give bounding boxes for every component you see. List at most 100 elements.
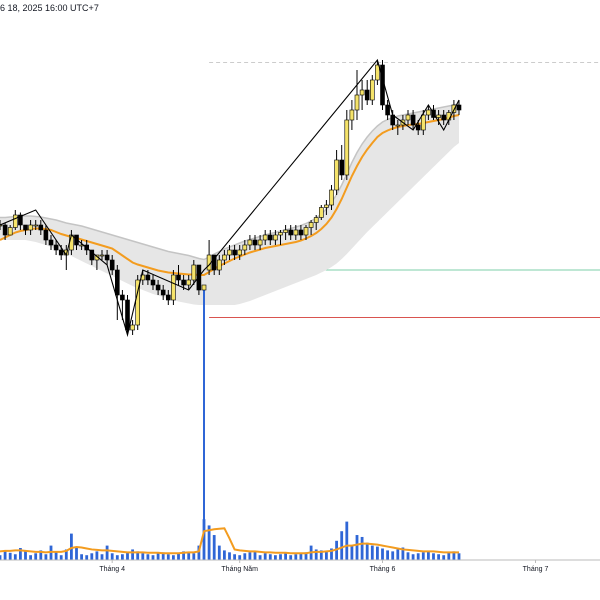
candle-body	[176, 274, 181, 281]
volume-bar	[442, 555, 446, 560]
volume-bar	[19, 548, 22, 560]
volume-bars	[0, 519, 461, 560]
volume-bar	[258, 555, 262, 560]
candle-body	[160, 289, 166, 296]
volume-bar	[166, 554, 170, 560]
candle-body	[456, 104, 462, 111]
volume-bar	[187, 552, 191, 560]
candle-body	[166, 294, 171, 301]
volume-bar	[146, 554, 150, 560]
candle-body	[354, 94, 360, 111]
candle-body	[252, 239, 258, 246]
volume-bar	[304, 552, 308, 560]
candle-body	[364, 89, 370, 101]
candle-body	[43, 229, 49, 241]
candle-body	[318, 207, 324, 218]
candle-body	[104, 254, 110, 261]
candle-body	[329, 189, 334, 206]
candle-body	[242, 244, 248, 251]
candle-body	[145, 274, 151, 281]
candle-body	[303, 227, 309, 236]
volume-bar	[391, 551, 395, 560]
volume-bar	[161, 552, 165, 560]
candle-body	[48, 239, 54, 246]
candle-body	[278, 232, 283, 236]
candle-body	[339, 159, 345, 176]
volume-bar	[274, 555, 277, 560]
volume-bar	[411, 554, 415, 560]
candle-body	[191, 264, 197, 281]
volume-bar	[182, 551, 185, 560]
volume-bar	[110, 553, 114, 560]
volume-bar	[105, 545, 109, 560]
volume-bar	[319, 550, 323, 560]
candle-body	[415, 124, 421, 131]
volume-bar	[243, 553, 247, 560]
volume-bar	[29, 555, 32, 560]
volume-bar	[95, 551, 99, 560]
candle-body	[222, 254, 227, 261]
candle-body	[99, 254, 105, 257]
candle-body	[130, 324, 135, 331]
volume-bar	[44, 554, 48, 560]
volume-bar	[131, 549, 134, 560]
volume-bar	[192, 553, 196, 560]
candle-body	[0, 224, 3, 227]
volume-bar	[447, 552, 451, 560]
candle-body	[211, 254, 217, 271]
volume-bar	[8, 552, 12, 560]
candle-body	[451, 104, 457, 113]
volume-bar	[172, 555, 175, 560]
candle-body	[308, 222, 314, 228]
volume-bar	[34, 553, 38, 560]
volume-bar	[59, 555, 63, 560]
x-axis-ticks: Tháng 4 Tháng Năm Tháng 6 Tháng 7	[99, 560, 548, 573]
volume-bar	[432, 553, 435, 560]
volume-bar	[365, 542, 369, 560]
candlesticks	[0, 60, 462, 535]
x-tick-label: Tháng 7	[523, 566, 549, 573]
candle-body	[349, 109, 355, 121]
volume-bar	[452, 551, 456, 560]
volume-bar	[416, 553, 420, 560]
volume-bar	[340, 531, 344, 560]
volume-bar	[263, 553, 267, 560]
candle-body	[53, 244, 59, 251]
volume-bar	[406, 552, 410, 560]
candle-body	[181, 279, 186, 286]
candle-body	[7, 227, 13, 236]
volume-bar	[437, 554, 440, 560]
volume-bar	[64, 549, 68, 560]
zigzag-line	[0, 58, 460, 338]
volume-bar	[13, 554, 17, 560]
volume-bar	[268, 554, 272, 560]
candle-body	[109, 259, 115, 271]
volume-bar	[177, 553, 180, 560]
candle-body	[186, 279, 191, 286]
volume-bar	[126, 552, 129, 560]
volume-bar	[100, 554, 104, 560]
candle-body	[267, 234, 273, 241]
volume-bar	[24, 551, 27, 560]
candle-body	[344, 119, 350, 176]
candle-body	[262, 234, 268, 241]
volume-bar	[136, 551, 140, 560]
candle-body	[395, 124, 401, 127]
candle-body	[298, 229, 304, 236]
candle-body	[115, 269, 120, 296]
volume-bar	[345, 521, 349, 560]
volume-bar	[386, 550, 389, 560]
volume-bar	[314, 549, 318, 560]
candle-body	[120, 294, 125, 301]
volume-bar	[233, 554, 236, 560]
candle-body	[426, 109, 431, 116]
volume-bar	[217, 545, 221, 560]
volume-bar	[228, 552, 231, 560]
candle-body	[171, 274, 176, 301]
volume-bar	[284, 553, 287, 560]
x-tick-label: Tháng Năm	[221, 566, 258, 573]
candle-body	[293, 229, 299, 236]
candle-body	[13, 214, 18, 228]
volume-bar	[70, 533, 73, 560]
